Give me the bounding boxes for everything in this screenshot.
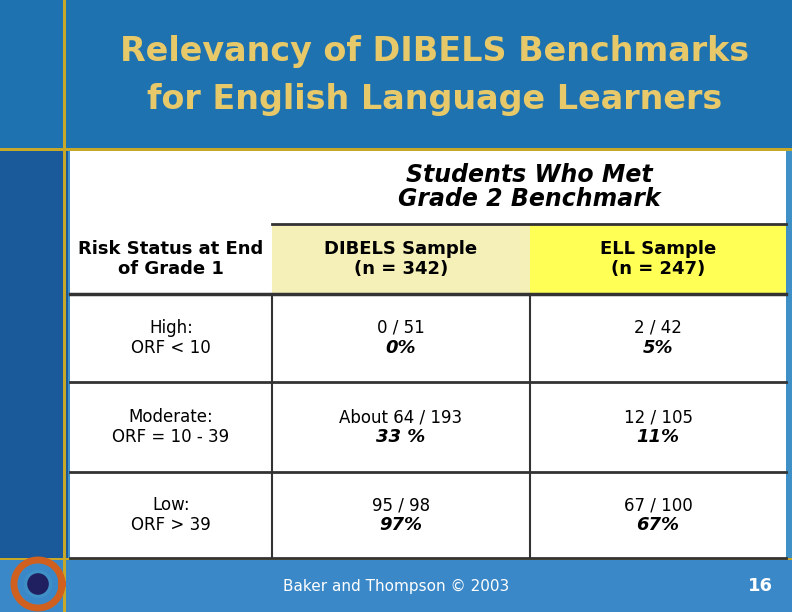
Text: Relevancy of DIBELS Benchmarks: Relevancy of DIBELS Benchmarks [120,35,749,69]
Text: Moderate:: Moderate: [128,408,213,426]
Text: 16: 16 [748,577,772,595]
Bar [272,224,530,294]
Bar [63,0,66,612]
Bar [0,0,792,148]
Text: DIBELS Sample: DIBELS Sample [325,240,478,258]
Text: of Grade 1: of Grade 1 [118,260,224,278]
Text: 33 %: 33 % [376,428,425,446]
Bar [0,560,792,612]
Text: (n = 247): (n = 247) [611,260,705,278]
Text: 67%: 67% [637,516,680,534]
Text: 0 / 51: 0 / 51 [377,319,425,337]
Circle shape [27,573,49,595]
Text: Students Who Met: Students Who Met [406,163,653,187]
Bar [530,224,786,294]
Text: 12 / 105: 12 / 105 [623,408,692,426]
Text: Risk Status at End: Risk Status at End [78,240,264,258]
Text: 95 / 98: 95 / 98 [372,496,430,514]
Text: About 64 / 193: About 64 / 193 [340,408,463,426]
Text: 5%: 5% [643,339,673,357]
Bar [0,148,792,151]
Text: ORF < 10: ORF < 10 [131,339,211,357]
Text: 67 / 100: 67 / 100 [623,496,692,514]
Text: ORF > 39: ORF > 39 [131,516,211,534]
Text: 0%: 0% [386,339,417,357]
Text: 11%: 11% [637,428,680,446]
Text: Grade 2 Benchmark: Grade 2 Benchmark [398,187,661,212]
Text: Baker and Thompson © 2003: Baker and Thompson © 2003 [283,578,509,594]
Text: ORF = 10 - 39: ORF = 10 - 39 [112,428,230,446]
Bar [0,558,792,560]
Text: High:: High: [149,319,193,337]
Text: Low:: Low: [152,496,190,514]
Text: for English Language Learners: for English Language Learners [147,83,722,116]
Text: ELL Sample: ELL Sample [600,240,716,258]
Text: (n = 342): (n = 342) [354,260,448,278]
Bar [0,0,68,612]
Text: 2 / 42: 2 / 42 [634,319,682,337]
Text: 97%: 97% [379,516,422,534]
Bar [70,151,786,558]
